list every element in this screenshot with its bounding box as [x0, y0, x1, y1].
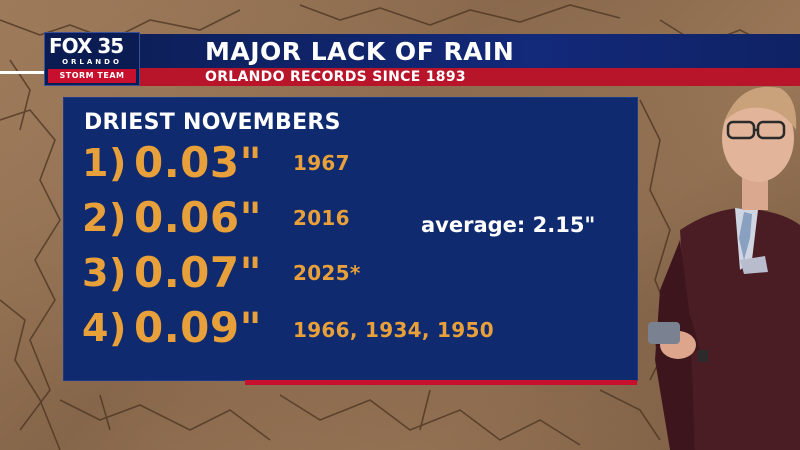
presenter-figure [648, 86, 800, 450]
logo-team: STORM TEAM [48, 69, 136, 83]
rank-4: 4) [82, 306, 127, 350]
panel-heading: DRIEST NOVEMBERS [84, 110, 341, 135]
header-banner: FOX 35 ORLANDO STORM TEAM MAJOR LACK OF … [44, 32, 800, 86]
year-4: 1966, 1934, 1950 [293, 318, 494, 342]
amount-1: 0.03" [134, 138, 263, 187]
fox35-logo: FOX 35 ORLANDO STORM TEAM [44, 32, 140, 86]
year-1: 1967 [293, 151, 350, 175]
subtitle-bar: ORLANDO RECORDS SINCE 1893 [140, 68, 800, 86]
rank-1: 1) [82, 141, 127, 185]
divider-line [0, 71, 44, 74]
page-subtitle: ORLANDO RECORDS SINCE 1893 [205, 69, 466, 85]
year-3: 2025* [293, 261, 361, 285]
panel-accent-bar [245, 380, 637, 385]
page-title: MAJOR LACK OF RAIN [205, 37, 515, 66]
title-bar: MAJOR LACK OF RAIN [140, 34, 800, 68]
amount-4: 0.09" [134, 303, 263, 352]
rank-3: 3) [82, 251, 127, 295]
average-label: average: 2.15" [421, 213, 596, 237]
records-panel: DRIEST NOVEMBERS 1) 0.03" 1967 2) 0.06" … [63, 97, 638, 381]
rank-2: 2) [82, 196, 127, 240]
logo-city: ORLANDO [62, 58, 122, 66]
year-2: 2016 [293, 206, 350, 230]
amount-3: 0.07" [134, 248, 263, 297]
logo-text: FOX 35 [49, 34, 124, 58]
amount-2: 0.06" [134, 193, 263, 242]
